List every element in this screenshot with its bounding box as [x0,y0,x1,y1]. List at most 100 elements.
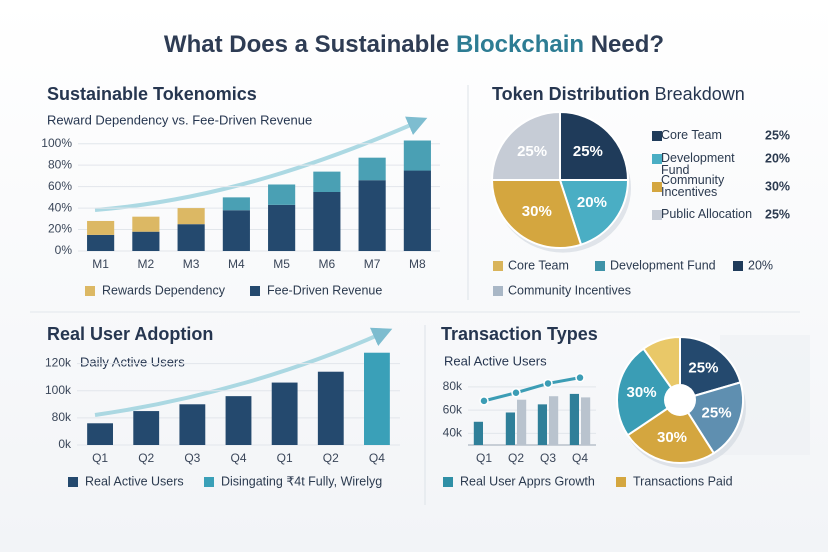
bar [505,412,515,445]
legend-swatch [204,477,214,487]
bar [177,224,205,251]
title-part: Breakdown [655,84,745,104]
x-tick-label: M7 [364,257,381,271]
x-tick-label: Q4 [230,451,246,465]
x-tick-label: M1 [92,257,109,271]
bar [313,192,341,251]
legend-label: Development Fund [610,258,716,272]
legend-label: Public Allocation [661,208,752,220]
y-tick-label: 120k [45,356,72,370]
bar [317,371,344,445]
x-tick-label: M4 [228,257,245,271]
bar [225,396,252,445]
legend-swatch [652,182,662,192]
slice-label: 25% [517,143,547,160]
legend-label: Fee-Driven Revenue [267,283,382,297]
legend-value: 25% [765,207,790,221]
pie-slice [679,335,742,402]
line-point [543,378,553,389]
y-tick-label: 40% [48,200,72,214]
bar [364,352,390,445]
pie-slice [558,179,630,246]
bar [268,184,296,205]
legend-swatch [652,131,662,141]
pie-slice [616,347,682,437]
title-part: Token Distribution [492,84,650,104]
pie-slice [559,110,630,181]
bar [132,231,160,251]
x-tick-label: Q2 [138,451,154,465]
bar [268,204,296,251]
x-tick-label: Q1 [476,451,492,465]
legend-swatch [652,210,662,220]
pie-slice [626,398,716,464]
legend-label: Community Incentives [661,174,725,199]
y-tick-label: 40k [443,426,463,440]
legend-text: Development Fund [661,152,735,177]
legend-swatch [652,154,662,164]
slice-label: 25% [573,143,603,160]
panel-subtitle: Reward Dependency vs. Fee-Driven Revenue [47,112,312,127]
y-tick-label: 80% [48,157,72,171]
bar [549,396,559,445]
bar [313,171,341,192]
line-point [479,396,489,406]
bar [132,216,160,232]
legend-swatch [616,477,626,487]
legend-swatch [68,477,78,487]
x-tick-label: Q2 [323,451,339,465]
title-part: Blockchain [456,31,584,58]
y-tick-label: 60k [443,402,463,416]
y-tick-label: 80k [52,410,72,424]
x-tick-label: M2 [138,257,155,271]
pie-slice [642,335,681,404]
x-tick-label: Q2 [508,451,524,465]
bar [177,208,205,225]
x-tick-label: M3 [183,257,200,271]
x-tick-label: Q1 [277,451,293,465]
donut-hole [664,384,696,416]
legend-label: Transactions Paid [633,474,733,488]
legend-label: Disingating ₹4t Fully, Wirelyg [221,474,382,488]
title-part: What Does a Sustainable [164,31,456,58]
legend-text: Community Incentives [661,174,725,199]
legend-value: 20% [765,151,790,165]
legend-label: 20% [748,258,773,272]
x-tick-label: Q4 [369,451,385,465]
slice-label: 25% [688,360,718,377]
trend-arrow [94,327,393,417]
bar [473,421,483,445]
panel-title: Transaction Types [441,324,598,344]
bar [581,397,591,445]
title-part: Need? [584,31,664,58]
bar [133,411,160,445]
bar [222,210,250,251]
legend-label: Core Team [661,129,722,142]
x-tick-label: Q4 [572,451,588,465]
legend-label: Development Fund [661,152,735,177]
legend-label: Real Active Users [85,474,184,488]
bar [403,170,431,251]
legend-value: 25% [765,128,790,142]
panel-title: Token Distribution Breakdown [492,84,745,104]
trend-line [483,376,581,403]
legend-label: Real User Apprs Growth [460,474,595,488]
x-tick-label: M6 [319,257,336,271]
legend-label: Core Team [508,258,569,272]
legend-text: Core Team [661,129,722,142]
legend-swatch [85,286,95,296]
x-tick-label: Q3 [540,451,556,465]
bar [517,399,527,445]
x-tick-label: M5 [273,257,290,271]
slice-label: 30% [627,384,657,401]
legend-swatch [493,286,503,296]
legend-swatch [250,286,260,296]
page-title: What Does a Sustainable Blockchain Need? [164,31,664,58]
bar [87,220,115,235]
slice-label: 30% [657,429,687,446]
legend-label: Community Incentives [508,283,631,297]
x-tick-label: Q1 [92,451,108,465]
panel-subtitle: Real Active Users [444,353,547,368]
panel-subtitle: Daily Active Users [80,354,185,369]
